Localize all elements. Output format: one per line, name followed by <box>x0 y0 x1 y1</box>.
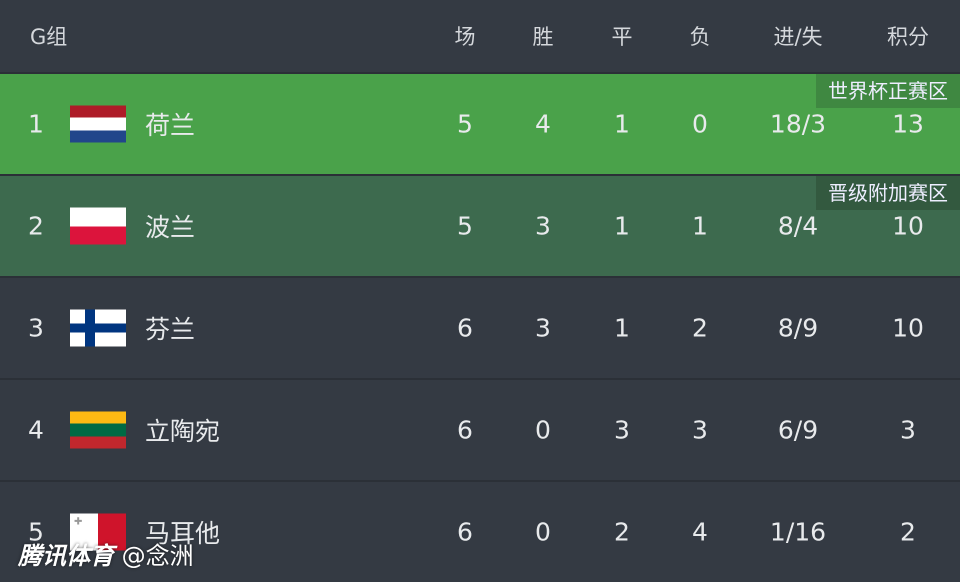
col-lost: 负 <box>689 25 711 49</box>
stat-cell: 2 <box>692 313 708 343</box>
table-header: G组 场 胜 平 负 进/失 积分 <box>0 0 960 72</box>
zone-badge: 晋级附加赛区 <box>816 176 960 210</box>
stat-cell: 1/16 <box>769 517 827 547</box>
stat-cell: 10 <box>892 313 924 343</box>
stat-cell: 1 <box>614 313 630 343</box>
table-row[interactable]: 3 芬兰 6 3 1 2 8/9 10 <box>0 276 960 378</box>
stat-cell: 6 <box>457 517 473 547</box>
flag-netherlands-icon <box>70 105 126 143</box>
flag-poland-icon <box>70 207 126 245</box>
stat-cell: 4 <box>692 517 708 547</box>
stat-cell: 8/4 <box>777 211 819 241</box>
watermark-brand: 腾讯体育 <box>18 542 114 570</box>
stat-cell: 0 <box>535 517 551 547</box>
zone-badge: 世界杯正赛区 <box>816 74 960 108</box>
stat-cell: 6 <box>457 313 473 343</box>
stat-cell: 0 <box>535 415 551 445</box>
rank: 3 <box>28 313 44 343</box>
stat-cell: 3 <box>900 415 916 445</box>
stat-cell: 1 <box>614 109 630 139</box>
team-name: 波兰 <box>145 213 196 242</box>
table-row[interactable]: 5 ✚ 马耳他 6 0 2 4 1/16 2 <box>0 480 960 582</box>
team-name: 立陶宛 <box>145 417 221 446</box>
stat-cell: 3 <box>535 313 551 343</box>
stat-cell: 5 <box>457 109 473 139</box>
stat-cell: 0 <box>692 109 708 139</box>
stat-cell: 2 <box>900 517 916 547</box>
rank: 4 <box>28 415 44 445</box>
stat-cell: 13 <box>892 109 924 139</box>
stat-cell: 18/3 <box>769 109 827 139</box>
stat-cell: 3 <box>692 415 708 445</box>
team-name: 马耳他 <box>145 519 221 548</box>
stat-cell: 3 <box>614 415 630 445</box>
watermark: 腾讯体育 @念洲 <box>18 536 194 571</box>
stat-cell: 2 <box>614 517 630 547</box>
rank: 1 <box>28 109 44 139</box>
rank: 5 <box>28 517 44 547</box>
table-row[interactable]: 2 波兰 5 3 1 1 8/4 10 晋级附加赛区 <box>0 174 960 276</box>
flag-lithuania-icon <box>70 411 126 449</box>
table-row[interactable]: 4 立陶宛 6 0 3 3 6/9 3 <box>0 378 960 480</box>
watermark-author: @念洲 <box>121 542 194 570</box>
group-title: G组 <box>30 25 68 49</box>
stat-cell: 1 <box>692 211 708 241</box>
stat-cell: 4 <box>535 109 551 139</box>
stat-cell: 3 <box>535 211 551 241</box>
stat-cell: 6 <box>457 415 473 445</box>
stat-cell: 6/9 <box>777 415 819 445</box>
col-played: 场 <box>454 25 476 49</box>
col-won: 胜 <box>532 25 554 49</box>
stat-cell: 5 <box>457 211 473 241</box>
team-name: 芬兰 <box>145 315 196 344</box>
rank: 2 <box>28 211 44 241</box>
stat-cell: 1 <box>614 211 630 241</box>
col-goals: 进/失 <box>773 25 823 49</box>
col-drawn: 平 <box>611 25 633 49</box>
col-points: 积分 <box>887 25 929 49</box>
table-row[interactable]: 1 荷兰 5 4 1 0 18/3 13 世界杯正赛区 <box>0 72 960 174</box>
team-name: 荷兰 <box>145 111 196 140</box>
flag-malta-icon: ✚ <box>70 513 126 551</box>
stat-cell: 8/9 <box>777 313 819 343</box>
stat-cell: 10 <box>892 211 924 241</box>
flag-finland-icon <box>70 309 126 347</box>
